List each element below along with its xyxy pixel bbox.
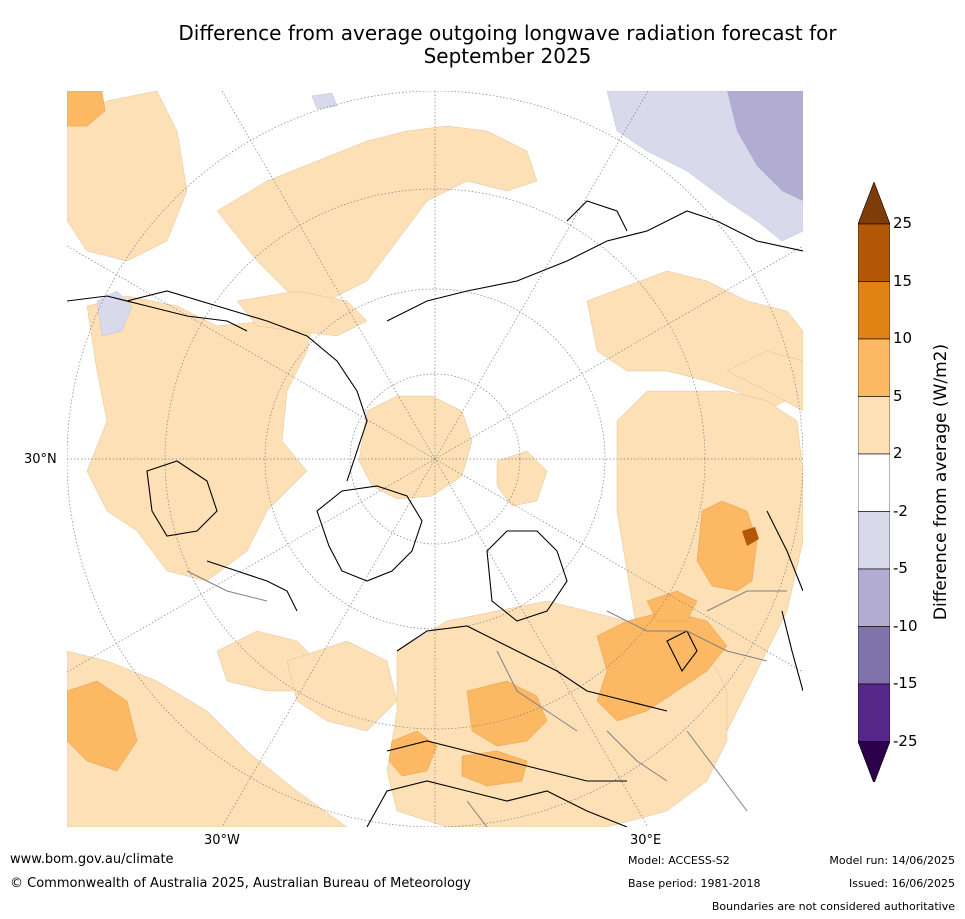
anomaly-region-10-to-15 (742, 527, 759, 546)
colorbar-tick-label: 15 (893, 271, 913, 290)
colorbar-tick-label: 5 (893, 386, 903, 405)
border-asia-south (686, 730, 748, 812)
footer-disclaimer: Boundaries are not considered authoritat… (711, 900, 955, 913)
coastline-canada-north (126, 290, 368, 482)
anomaly-region-med (461, 750, 528, 787)
colorbar-tick-label: -25 (893, 731, 918, 750)
anomaly-region-alaska (236, 290, 368, 337)
colorbar-bin (858, 223, 890, 282)
footer-website: www.bom.gov.au/climate (10, 852, 174, 867)
anomaly-region-southwest (67, 650, 348, 827)
coastline-japan (781, 610, 803, 692)
coastline-hudson (146, 460, 218, 537)
coastline-east-asia (766, 510, 803, 592)
colorbar-bin (858, 453, 890, 512)
colorbar-tick-label: 25 (893, 214, 913, 232)
anomaly-region-atlantic-mid (286, 640, 398, 732)
anomaly-region-top-left (67, 91, 106, 127)
colorbar-tick-label: 2 (893, 444, 903, 462)
coastline-scandinavia (486, 530, 568, 622)
map-title-line1: Difference from average outgoing longwav… (178, 21, 837, 45)
map-title: Difference from average outgoing longwav… (0, 22, 965, 68)
anomaly-region-pacific-neg-small (96, 290, 133, 337)
colorbar-tick-label: -10 (893, 616, 918, 635)
footer-copyright: © Commonwealth of Australia 2025, Austra… (10, 876, 471, 891)
anomaly-region-siberia-strong (696, 500, 758, 592)
border-middle-east (606, 730, 668, 782)
border-russia-kazakhstan (606, 610, 768, 662)
colorbar-title: Difference from average (W/m2) (931, 343, 951, 621)
footer-base-period: Base period: 1981-2018 (628, 877, 761, 890)
border-china-mongolia (706, 590, 787, 612)
coastline-siberia (386, 210, 803, 322)
footer-model: Model: ACCESS-S2 (628, 854, 730, 867)
colorbar-tick-label: 10 (893, 329, 913, 347)
coastline-kamchatka (566, 200, 628, 232)
anomaly-region-north-america (86, 295, 318, 582)
coastlines (67, 200, 803, 827)
anomaly-region-far-east (726, 350, 803, 412)
footer-model-run: Model run: 14/06/2025 (829, 854, 955, 867)
colorbar-bin (858, 396, 890, 455)
colorbar-tick-label: -5 (893, 559, 908, 577)
colorbar (858, 182, 890, 782)
anomaly-region-east-siberia (646, 590, 698, 622)
anomaly-region-pacific-south (67, 680, 138, 772)
footer-issued: Issued: 16/06/2025 (848, 877, 955, 890)
lon-label-30e: 30°E (630, 833, 662, 848)
border-north-africa (466, 800, 488, 827)
border-europe (496, 650, 578, 732)
map-title-line2: September 2025 (423, 44, 592, 68)
colorbar-bin (858, 511, 890, 570)
coastline-caspian (666, 630, 698, 673)
coastline-greenland (316, 485, 423, 582)
lat-label-30n: 30°N (24, 452, 57, 467)
colorbar-bin-top-extend (858, 182, 890, 225)
anomaly-map (67, 91, 803, 827)
anomaly-region-minus-5-to-minus-10 (727, 91, 803, 201)
country-borders (186, 570, 787, 827)
anomaly-region-scandinavia (496, 450, 548, 507)
colorbar-bin (858, 626, 890, 685)
coastline-europe (396, 625, 668, 712)
coastline-canada-east (206, 560, 298, 612)
graticule (67, 91, 803, 827)
coastline-alaska (67, 295, 248, 332)
lat-circle-60 (264, 288, 606, 630)
colorbar-bin (858, 568, 890, 627)
coastline-mediterranean (386, 740, 627, 782)
colorbar-tick-label: -2 (893, 501, 908, 520)
colorbar-bin-bottom-extend (858, 741, 890, 782)
lon-label-30w: 30°W (204, 833, 240, 848)
anomaly-region-top-center-neg (311, 92, 338, 110)
border-canada-us (186, 570, 268, 602)
coastline-africa (366, 780, 628, 827)
colorbar-tick-label: -15 (893, 674, 918, 692)
colorbar-bin (858, 338, 890, 397)
anomaly-region-north-pacific (67, 91, 188, 262)
anomaly-5-to-10-regions (67, 91, 758, 787)
colorbar-bin (858, 683, 890, 742)
anomaly-region-iberia (388, 730, 438, 777)
colorbar-bin (858, 281, 890, 340)
